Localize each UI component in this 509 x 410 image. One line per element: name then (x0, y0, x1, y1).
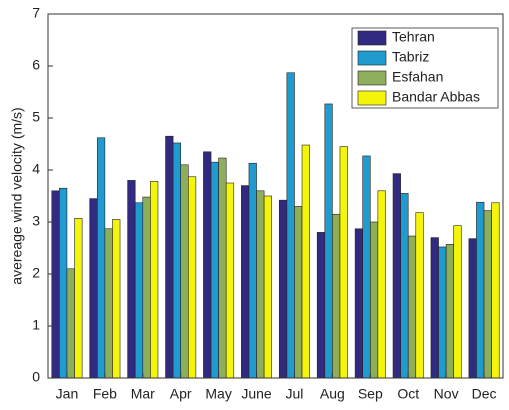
bar (203, 151, 212, 379)
y-tick-label: 2 (32, 265, 40, 281)
bar (127, 180, 136, 379)
y-tick-label: 0 (32, 369, 40, 385)
plot-frame (47, 13, 504, 379)
bar (377, 190, 386, 379)
x-tick-label: Sep (358, 386, 383, 402)
legend-swatch (357, 50, 387, 66)
x-tick-label: Jan (56, 386, 79, 402)
bar (278, 199, 288, 379)
bar (339, 146, 348, 379)
bar (112, 219, 121, 379)
bar (392, 173, 401, 379)
bar (316, 232, 326, 379)
bar (415, 212, 424, 379)
x-tick-label: Oct (397, 386, 419, 402)
bar (89, 198, 98, 379)
bar (165, 135, 174, 379)
x-tick-label: May (205, 386, 231, 402)
bar (66, 268, 75, 379)
bar (286, 72, 295, 379)
x-tick-label: Nov (434, 386, 459, 402)
bar (354, 228, 364, 379)
bar (187, 176, 197, 379)
x-tick-label: Mar (131, 386, 155, 402)
bar (134, 202, 144, 379)
legend-label: Tehran (392, 29, 435, 45)
y-tick-label: 1 (32, 317, 40, 333)
y-axis-label: avereage wind velocity (m/s) (9, 107, 25, 284)
bar (468, 238, 477, 379)
bar (263, 195, 273, 379)
bar (59, 187, 68, 379)
bar (210, 161, 219, 379)
x-tick-label: Apr (170, 386, 192, 402)
legend-label: Tabriz (392, 49, 429, 65)
bar (445, 244, 455, 379)
bar (180, 164, 189, 379)
x-tick-label: Feb (93, 386, 117, 402)
x-tick-label: Dec (472, 386, 497, 402)
bar (476, 201, 485, 379)
bar (324, 103, 333, 379)
bar (483, 210, 492, 379)
bar (51, 190, 60, 379)
bar (241, 185, 250, 379)
legend-swatch (357, 70, 387, 86)
x-tick-label: Aug (320, 386, 345, 402)
bar (453, 225, 462, 379)
y-tick-label: 3 (32, 213, 40, 229)
bar (104, 228, 113, 379)
bar (301, 144, 310, 379)
bar (362, 155, 371, 379)
legend-label: Esfahan (392, 69, 443, 85)
bar (225, 182, 235, 379)
bar (438, 246, 447, 379)
y-tick-label: 6 (32, 57, 40, 73)
bar (218, 157, 227, 379)
bar (150, 181, 159, 379)
y-tick-label: 7 (32, 5, 40, 21)
bar (142, 196, 151, 379)
legend-swatch (357, 90, 387, 106)
bar (294, 206, 303, 379)
legend-label: Bandar Abbas (392, 89, 480, 105)
bar (332, 213, 341, 379)
x-tick-label: Jul (286, 386, 304, 402)
legend-swatch (357, 30, 387, 46)
bar (172, 142, 182, 379)
x-tick-label: June (241, 386, 272, 402)
bar (256, 190, 265, 379)
bar (369, 221, 379, 379)
bar (96, 137, 106, 379)
bar (248, 162, 257, 379)
bar (74, 218, 83, 379)
bar (430, 237, 439, 379)
y-tick-label: 4 (32, 161, 40, 177)
y-tick-label: 5 (32, 109, 40, 125)
bar (400, 193, 409, 379)
bar (491, 202, 500, 379)
bar (407, 235, 417, 379)
